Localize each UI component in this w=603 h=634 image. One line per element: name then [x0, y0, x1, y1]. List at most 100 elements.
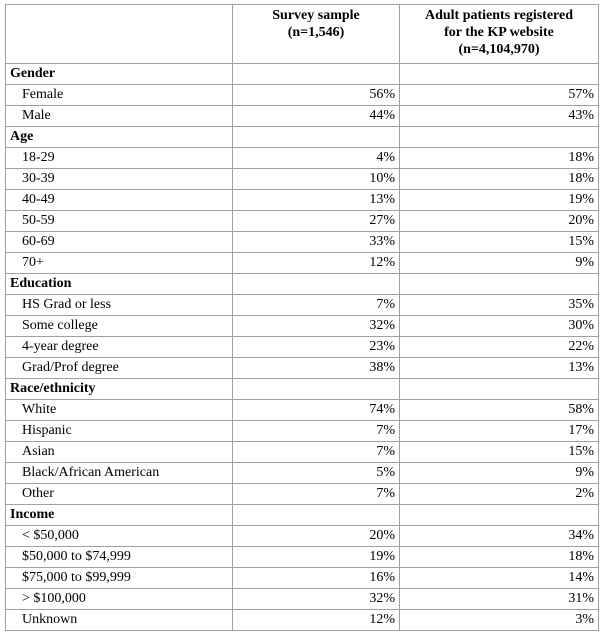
value-cell: 17% [399, 420, 599, 442]
value-cell: 38% [232, 357, 400, 379]
row-label: 50-59 [5, 210, 233, 232]
value-cell: 44% [232, 105, 400, 127]
value-cell: 7% [232, 483, 400, 505]
section-row: Age [5, 126, 599, 148]
value-cell: 19% [399, 189, 599, 211]
value-cell: 35% [399, 294, 599, 316]
empty-cell [399, 126, 599, 148]
value-cell: 9% [399, 252, 599, 274]
data-row: Unknown 12% 3% [5, 609, 599, 631]
demographics-table: Survey sample (n=1,546) Adult patients reg… [5, 4, 599, 631]
empty-cell [232, 273, 400, 295]
value-cell: 7% [232, 420, 400, 442]
row-label: < $50,000 [5, 525, 233, 547]
row-label: $75,000 to $99,999 [5, 567, 233, 589]
row-label: 60-69 [5, 231, 233, 253]
data-row: 30-39 10% 18% [5, 168, 599, 190]
section-row: Income [5, 504, 599, 526]
data-row: > $100,000 32% 31% [5, 588, 599, 610]
value-cell: 4% [232, 147, 400, 169]
row-label: White [5, 399, 233, 421]
section-row: Race/ethnicity [5, 378, 599, 400]
value-cell: 12% [232, 609, 400, 631]
value-cell: 30% [399, 315, 599, 337]
header-line: Survey sample [272, 8, 360, 23]
value-cell: 18% [399, 546, 599, 568]
value-cell: 56% [232, 84, 400, 106]
value-cell: 5% [232, 462, 400, 484]
value-cell: 20% [399, 210, 599, 232]
value-cell: 14% [399, 567, 599, 589]
header-cell [5, 4, 233, 64]
value-cell: 7% [232, 294, 400, 316]
value-cell: 10% [232, 168, 400, 190]
value-cell: 58% [399, 399, 599, 421]
header-line: Adult patients registered [424, 8, 574, 23]
data-row: Grad/Prof degree 38% 13% [5, 357, 599, 379]
row-label: Other [5, 483, 233, 505]
header-line: for the KP website [444, 25, 554, 40]
empty-cell [232, 504, 400, 526]
value-cell: 74% [232, 399, 400, 421]
row-label: Black/African American [5, 462, 233, 484]
value-cell: 43% [399, 105, 599, 127]
section-row: Education [5, 273, 599, 295]
row-label: Hispanic [5, 420, 233, 442]
section-title: Education [5, 273, 233, 295]
value-cell: 13% [232, 189, 400, 211]
data-row: $75,000 to $99,999 16% 14% [5, 567, 599, 589]
section-title: Age [5, 126, 233, 148]
value-cell: 9% [399, 462, 599, 484]
row-label: 40-49 [5, 189, 233, 211]
empty-cell [232, 378, 400, 400]
row-label: > $100,000 [5, 588, 233, 610]
data-row: Other 7% 2% [5, 483, 599, 505]
value-cell: 57% [399, 84, 599, 106]
section-title: Income [5, 504, 233, 526]
value-cell: 12% [232, 252, 400, 274]
value-cell: 34% [399, 525, 599, 547]
data-row: 18-29 4% 18% [5, 147, 599, 169]
header-cell: Survey sample (n=1,546) [232, 4, 400, 64]
value-cell: 32% [232, 588, 400, 610]
data-row: 60-69 33% 15% [5, 231, 599, 253]
row-label: 30-39 [5, 168, 233, 190]
data-row: Female 56% 57% [5, 84, 599, 106]
value-cell: 23% [232, 336, 400, 358]
value-cell: 27% [232, 210, 400, 232]
empty-cell [399, 504, 599, 526]
row-label: 70+ [5, 252, 233, 274]
row-label: $50,000 to $74,999 [5, 546, 233, 568]
row-label: HS Grad or less [5, 294, 233, 316]
data-row: 4-year degree 23% 22% [5, 336, 599, 358]
row-label: Female [5, 84, 233, 106]
value-cell: 16% [232, 567, 400, 589]
empty-cell [399, 273, 599, 295]
data-row: Asian 7% 15% [5, 441, 599, 463]
header-line: (n=4,104,970) [458, 42, 540, 57]
data-row: HS Grad or less 7% 35% [5, 294, 599, 316]
value-cell: 15% [399, 441, 599, 463]
data-row: 70+ 12% 9% [5, 252, 599, 274]
section-row: Gender [5, 63, 599, 85]
value-cell: 15% [399, 231, 599, 253]
data-row: < $50,000 20% 34% [5, 525, 599, 547]
empty-cell [232, 126, 400, 148]
data-row: Some college 32% 30% [5, 315, 599, 337]
row-label: Grad/Prof degree [5, 357, 233, 379]
row-label: 4-year degree [5, 336, 233, 358]
value-cell: 32% [232, 315, 400, 337]
empty-cell [399, 378, 599, 400]
value-cell: 19% [232, 546, 400, 568]
value-cell: 13% [399, 357, 599, 379]
data-row: 50-59 27% 20% [5, 210, 599, 232]
data-row: Hispanic 7% 17% [5, 420, 599, 442]
header-row: Survey sample (n=1,546) Adult patients reg… [5, 4, 599, 64]
table-body: Survey sample (n=1,546) Adult patients reg… [5, 4, 599, 631]
section-title: Gender [5, 63, 233, 85]
data-row: 40-49 13% 19% [5, 189, 599, 211]
row-label: Some college [5, 315, 233, 337]
data-row: Black/African American 5% 9% [5, 462, 599, 484]
value-cell: 3% [399, 609, 599, 631]
